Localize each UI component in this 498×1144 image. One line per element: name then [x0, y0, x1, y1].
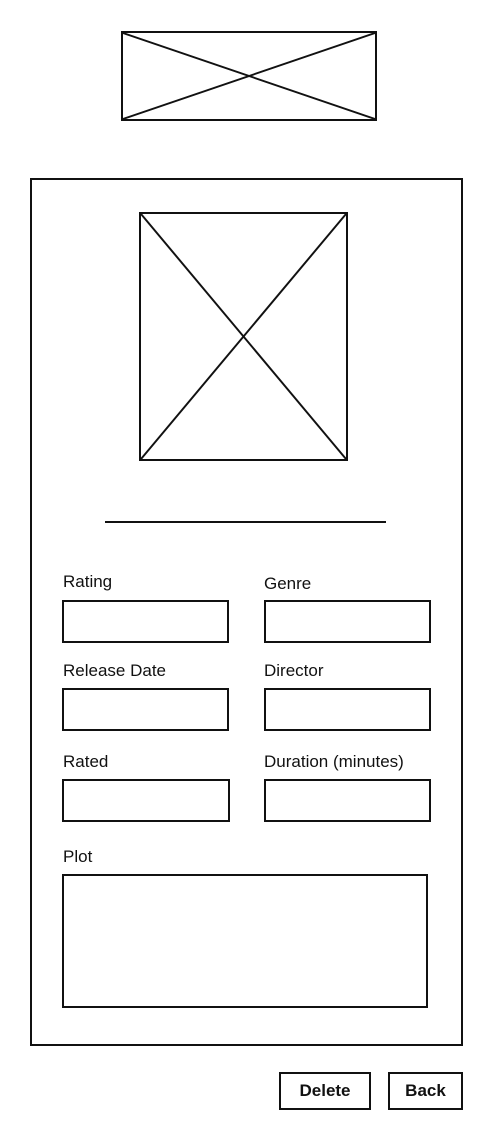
plot-label: Plot — [63, 847, 93, 866]
duration-label: Duration (minutes) — [264, 752, 404, 771]
release-date-label: Release Date — [63, 661, 167, 680]
director-label: Director — [264, 661, 324, 680]
image-placeholder-icon — [141, 214, 346, 459]
plot-field[interactable] — [62, 874, 428, 1008]
rating-field[interactable] — [62, 600, 229, 643]
header-logo-placeholder — [121, 31, 377, 121]
genre-label: Genre — [264, 574, 312, 593]
duration-field[interactable] — [264, 779, 431, 822]
movie-title-line — [105, 521, 386, 523]
genre-field[interactable] — [264, 600, 431, 643]
rated-field[interactable] — [62, 779, 230, 822]
delete-button[interactable]: Delete — [279, 1072, 371, 1110]
director-field[interactable] — [264, 688, 431, 731]
release-date-field[interactable] — [62, 688, 229, 731]
rated-label: Rated — [63, 752, 109, 771]
image-placeholder-icon — [123, 33, 375, 119]
back-button[interactable]: Back — [388, 1072, 463, 1110]
rating-label: Rating — [63, 572, 113, 591]
movie-poster-placeholder — [139, 212, 348, 461]
